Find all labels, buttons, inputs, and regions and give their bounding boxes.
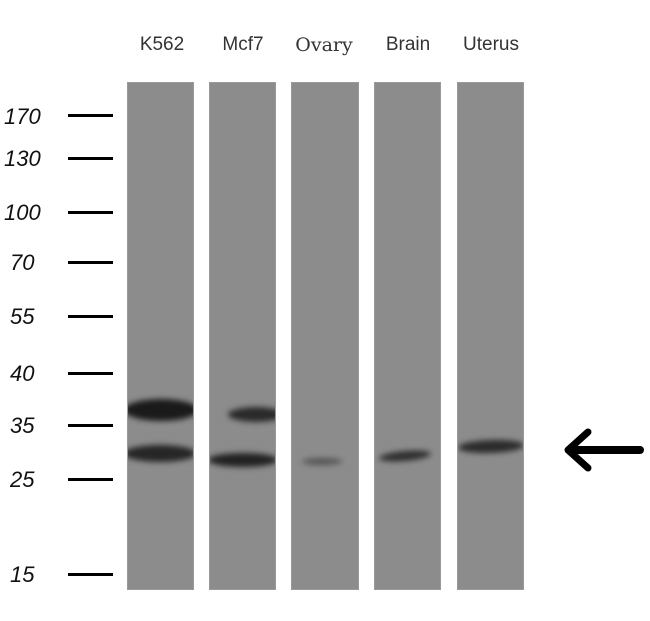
marker-tick (68, 478, 113, 481)
band (210, 453, 275, 467)
lane-label-mcf7: Mcf7 (222, 34, 264, 55)
lane-label-ovary: Ovary (295, 34, 353, 56)
marker-label: 15 (10, 562, 35, 587)
band (302, 458, 342, 465)
marker-tick (68, 573, 113, 576)
marker-label: 170 (4, 104, 41, 129)
lane-ovary (291, 82, 359, 590)
marker-label: 25 (10, 467, 35, 492)
band (228, 407, 275, 422)
lane-k562 (127, 82, 194, 590)
marker-tick (68, 211, 113, 214)
marker-tick (68, 114, 113, 117)
band (378, 448, 432, 464)
lane-brain (374, 82, 441, 590)
band (128, 445, 193, 462)
lane-mcf7 (209, 82, 276, 590)
lane-label-brain: Brain (385, 34, 431, 55)
marker-label: 55 (10, 304, 35, 329)
left-arrow-icon (564, 428, 644, 472)
lane-uterus (457, 82, 524, 590)
marker-label: 70 (10, 250, 35, 275)
band (128, 399, 193, 421)
band (458, 438, 523, 455)
marker-tick (68, 424, 113, 427)
marker-tick (68, 261, 113, 264)
lane-label-uterus: Uterus (463, 34, 519, 55)
marker-label: 35 (10, 413, 35, 438)
marker-tick (68, 157, 113, 160)
lane-label-k562: K562 (139, 34, 185, 55)
marker-label: 100 (4, 200, 41, 225)
marker-tick (68, 315, 113, 318)
marker-label: 40 (10, 361, 35, 386)
marker-tick (68, 372, 113, 375)
marker-label: 130 (4, 146, 41, 171)
